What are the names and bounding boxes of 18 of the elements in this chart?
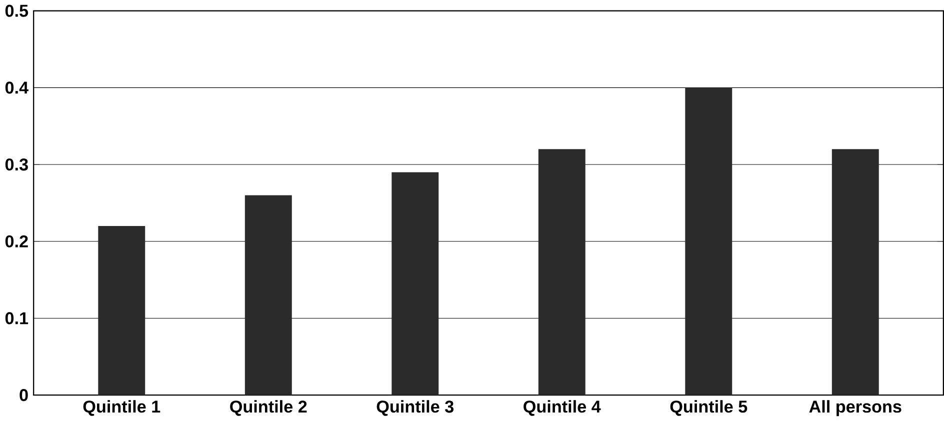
y-tick-label: 0.5 [5, 4, 28, 17]
y-tick-label: 0.4 [5, 82, 28, 94]
y-tick-label: 0 [20, 389, 28, 402]
x-tick-label: Quintile 4 [524, 400, 601, 416]
bar [98, 226, 146, 396]
y-tick-label: 0.2 [5, 235, 28, 248]
bar [392, 172, 439, 396]
bar [538, 149, 586, 396]
bar [832, 149, 879, 396]
y-tick-label: 0.3 [5, 158, 28, 171]
y-tick-label: 0.1 [5, 312, 28, 324]
x-tick-label: Quintile 3 [376, 400, 454, 416]
x-tick-label: Quintile 2 [230, 400, 307, 416]
x-tick-label: Quintile 1 [83, 400, 160, 416]
x-tick-label: Quintile 5 [670, 400, 748, 416]
x-tick-label: All persons [809, 400, 902, 416]
bar [244, 195, 292, 396]
bar [685, 88, 732, 396]
